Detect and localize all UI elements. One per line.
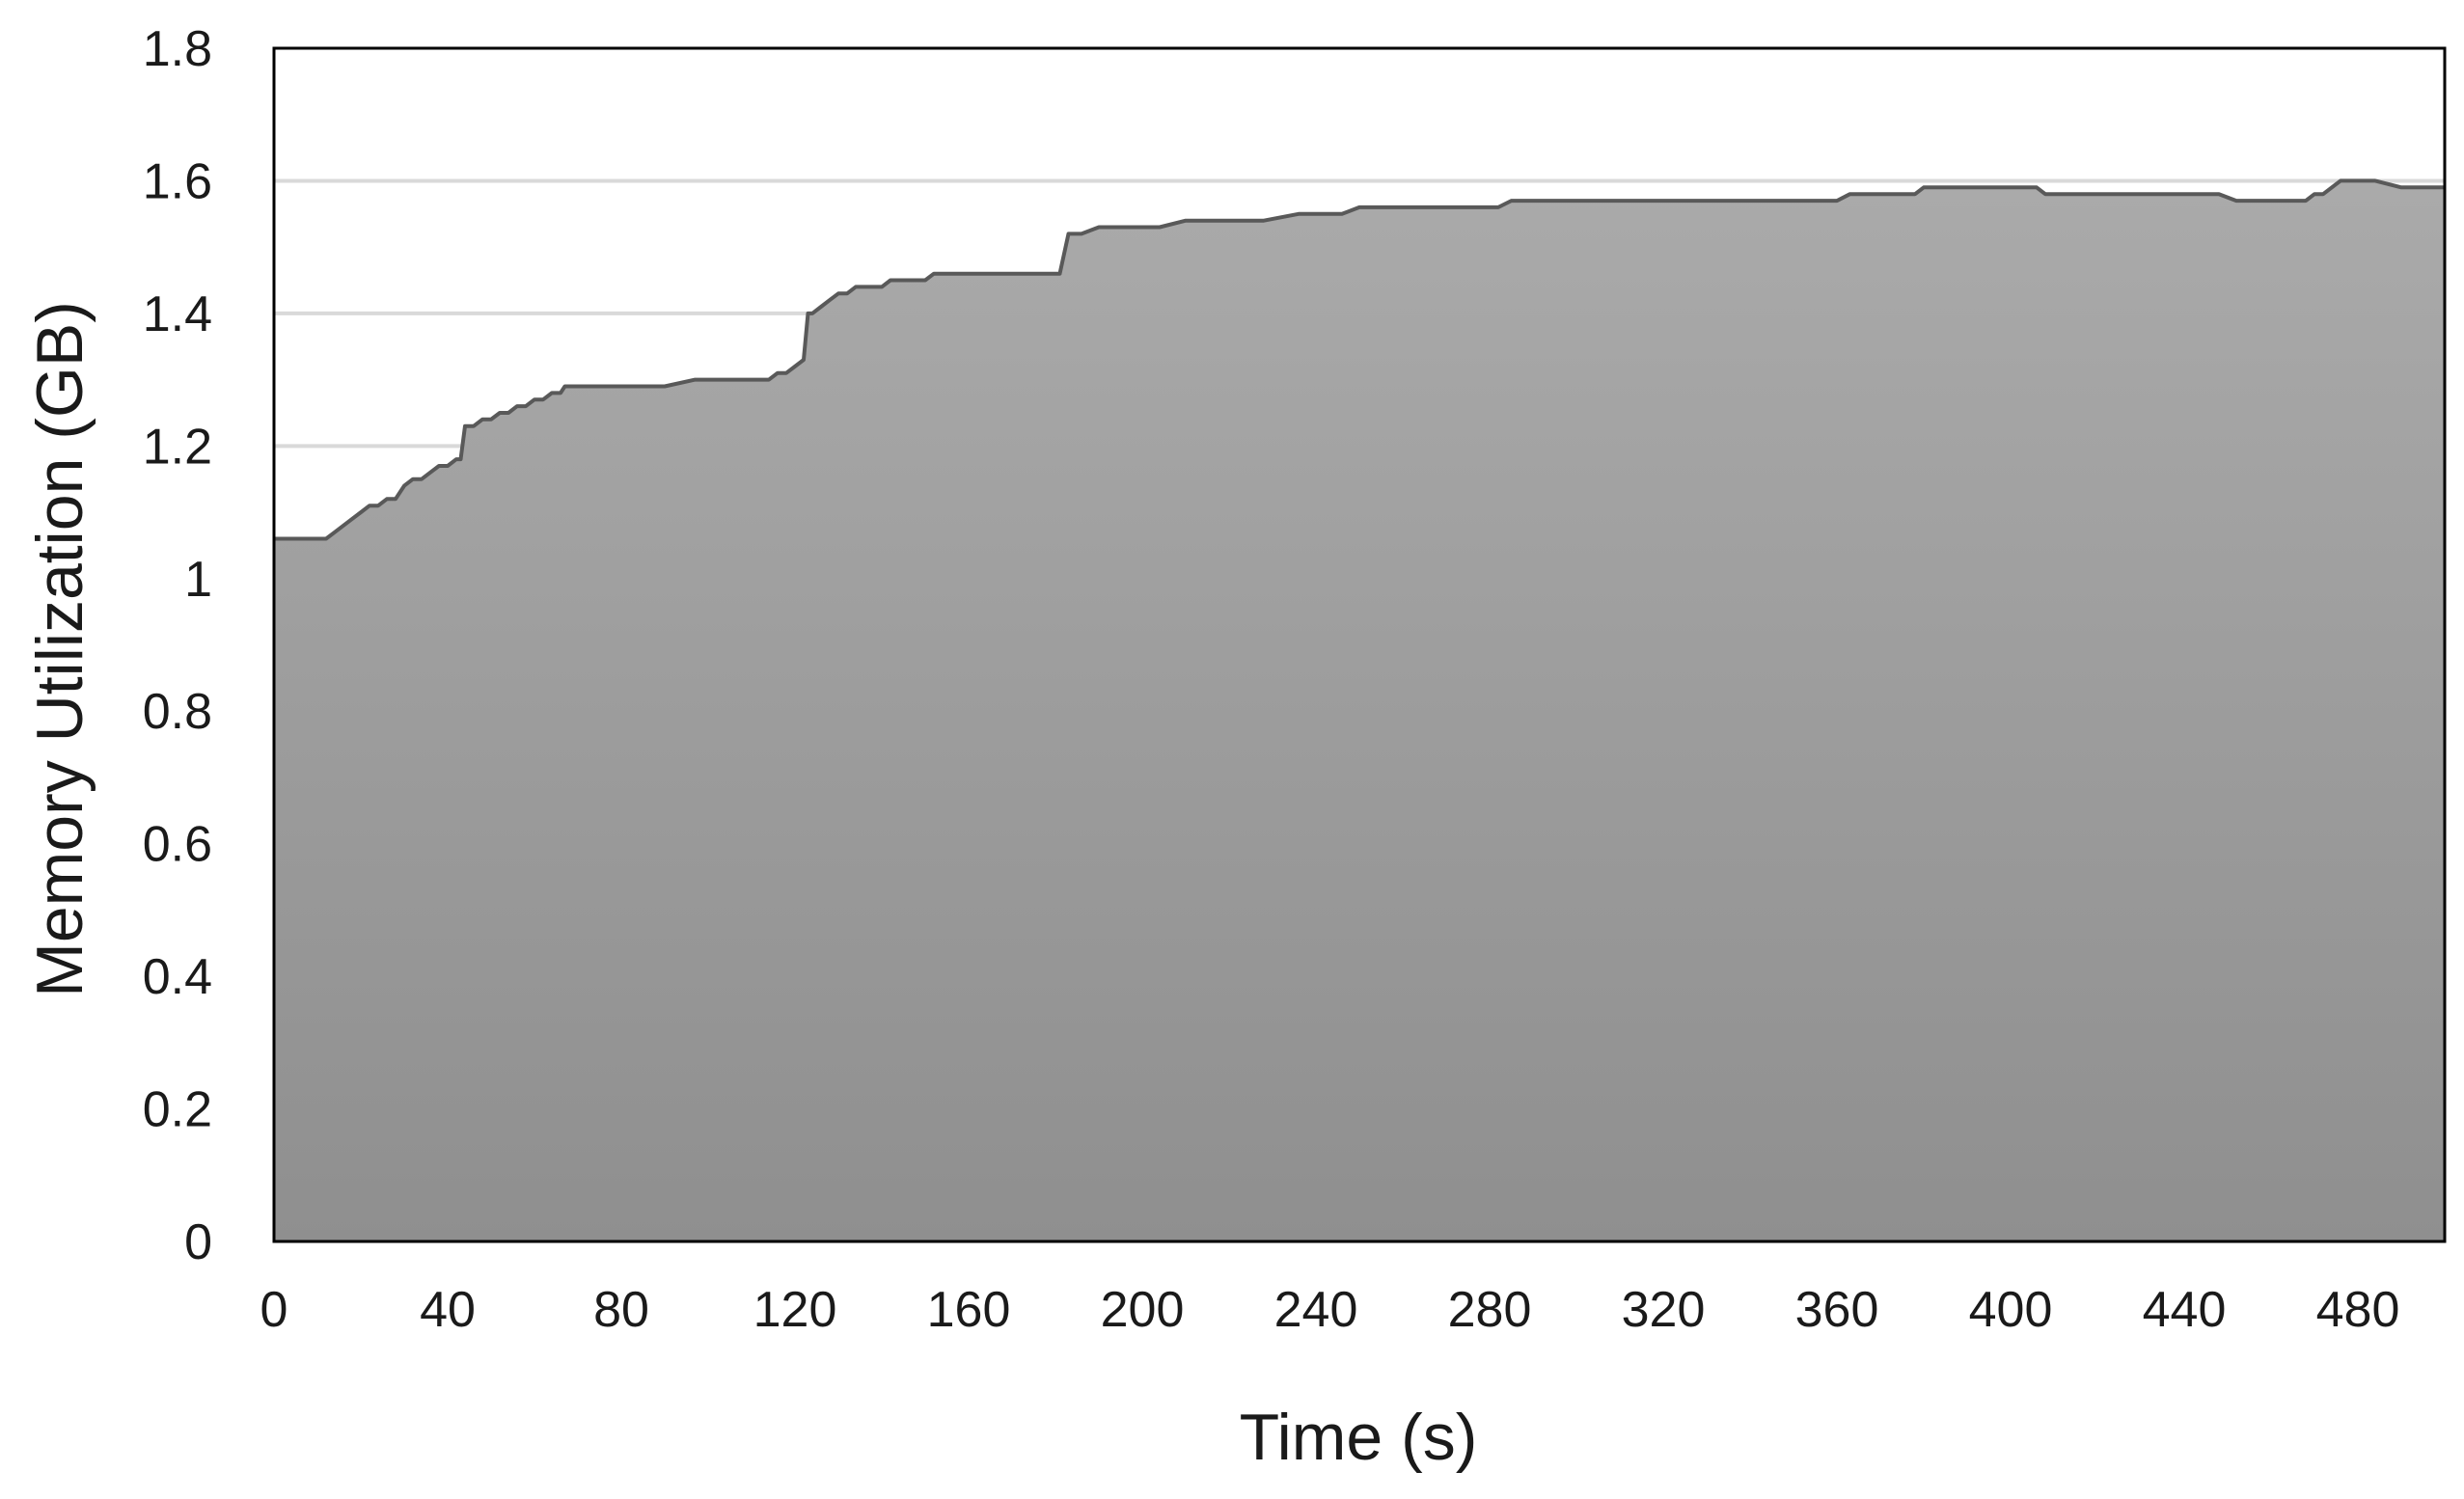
x-tick-label: 0 (260, 1282, 288, 1338)
y-tick-label: 1.4 (143, 286, 212, 342)
x-tick-label: 360 (1795, 1282, 1879, 1338)
x-tick-label: 80 (593, 1282, 649, 1338)
plot-border (272, 46, 2447, 1243)
x-tick-label: 240 (1274, 1282, 1358, 1338)
y-tick-label: 1.2 (143, 419, 212, 475)
x-axis-title: Time (s) (1240, 1401, 1478, 1474)
x-tick-label: 440 (2143, 1282, 2227, 1338)
x-tick-label: 120 (753, 1282, 837, 1338)
area-fill (274, 180, 2445, 1241)
area-outline (274, 178, 2445, 541)
y-tick-label: 0.4 (143, 949, 212, 1005)
x-tick-label: 400 (1969, 1282, 2053, 1338)
plot-frame (272, 46, 2447, 1243)
x-tick-label: 280 (1448, 1282, 1532, 1338)
y-tick-label: 0.2 (143, 1082, 212, 1138)
y-tick-label: 1 (184, 552, 212, 608)
y-tick-label: 1.8 (143, 21, 212, 77)
y-tick-label: 1.6 (143, 153, 212, 209)
area-series (274, 178, 2445, 1241)
x-tick-label: 320 (1622, 1282, 1706, 1338)
x-tick-label: 200 (1101, 1282, 1185, 1338)
y-axis-ticks: 0 0.2 0.4 0.6 0.8 1 1.2 1.4 1.6 1.8 (143, 21, 212, 1270)
y-tick-label: 0 (184, 1214, 212, 1270)
x-tick-label: 480 (2316, 1282, 2400, 1338)
y-tick-label: 0.6 (143, 817, 212, 873)
x-axis-ticks: 0 40 80 120 160 200 240 280 320 360 400 440 480 (260, 1282, 2400, 1338)
x-tick-label: 40 (420, 1282, 476, 1338)
x-tick-label: 160 (927, 1282, 1011, 1338)
y-tick-label: 0.8 (143, 684, 212, 740)
y-axis-title: Memory Utilization (GB) (23, 301, 96, 997)
